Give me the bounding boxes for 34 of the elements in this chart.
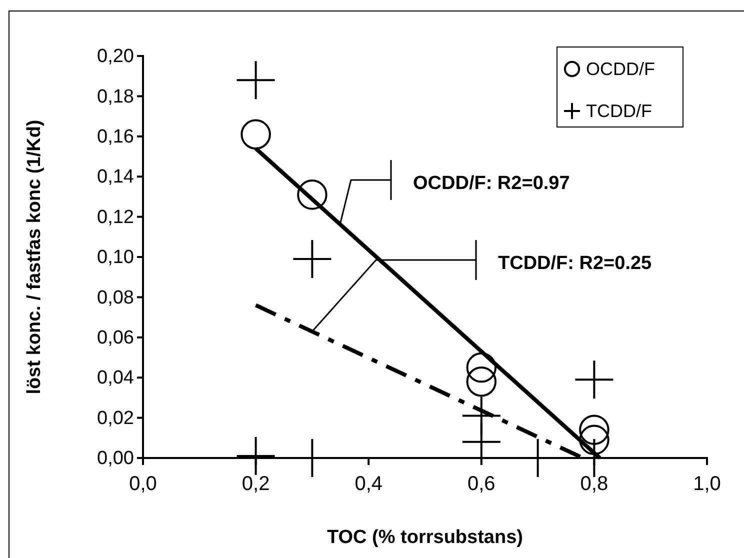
point [462, 422, 500, 461]
x-tick-label: 1,0 [693, 473, 721, 495]
y-tick-label: 0,04 [97, 368, 134, 389]
y-tick-label: 0,02 [97, 408, 134, 429]
point [466, 352, 497, 383]
y-axis-title: löst konc. / fastfas konc (1/Kd) [24, 120, 45, 394]
x-tick-label: 0,4 [354, 473, 383, 495]
point [236, 61, 275, 100]
point [575, 360, 614, 399]
y-tick-label: 0,20 [97, 46, 134, 68]
point [240, 119, 271, 150]
y-tick-label: 0,06 [97, 327, 134, 348]
x-tick-label: 0,2 [242, 473, 270, 495]
y-tick-label: 0,14 [97, 166, 134, 188]
annotation: TCDD/F: R2=0.25 [498, 253, 652, 274]
point [297, 180, 328, 210]
legend-label: OCDD/F [586, 59, 655, 79]
y-tick-label: 0,18 [97, 86, 134, 108]
x-tick-label: 0,8 [580, 473, 608, 495]
y-tick-label: 0,00 [97, 448, 134, 470]
point [466, 366, 497, 397]
x-tick-label: 0,0 [129, 473, 157, 495]
legend-label: TCDD/F [586, 101, 652, 121]
point [579, 424, 610, 456]
point [579, 414, 610, 445]
x-tick-label: 0,6 [467, 473, 496, 495]
y-tick-label: 0,16 [97, 126, 134, 148]
y-tick-label: 0,12 [97, 206, 134, 228]
x-axis-title: TOC (% torrsubstans) [326, 527, 524, 548]
point [236, 436, 275, 475]
y-tick-label: 0,10 [97, 247, 134, 268]
y-tick-label: 0,08 [97, 287, 134, 308]
point [293, 240, 332, 278]
annotation: OCDD/F: R2=0.97 [413, 173, 570, 194]
